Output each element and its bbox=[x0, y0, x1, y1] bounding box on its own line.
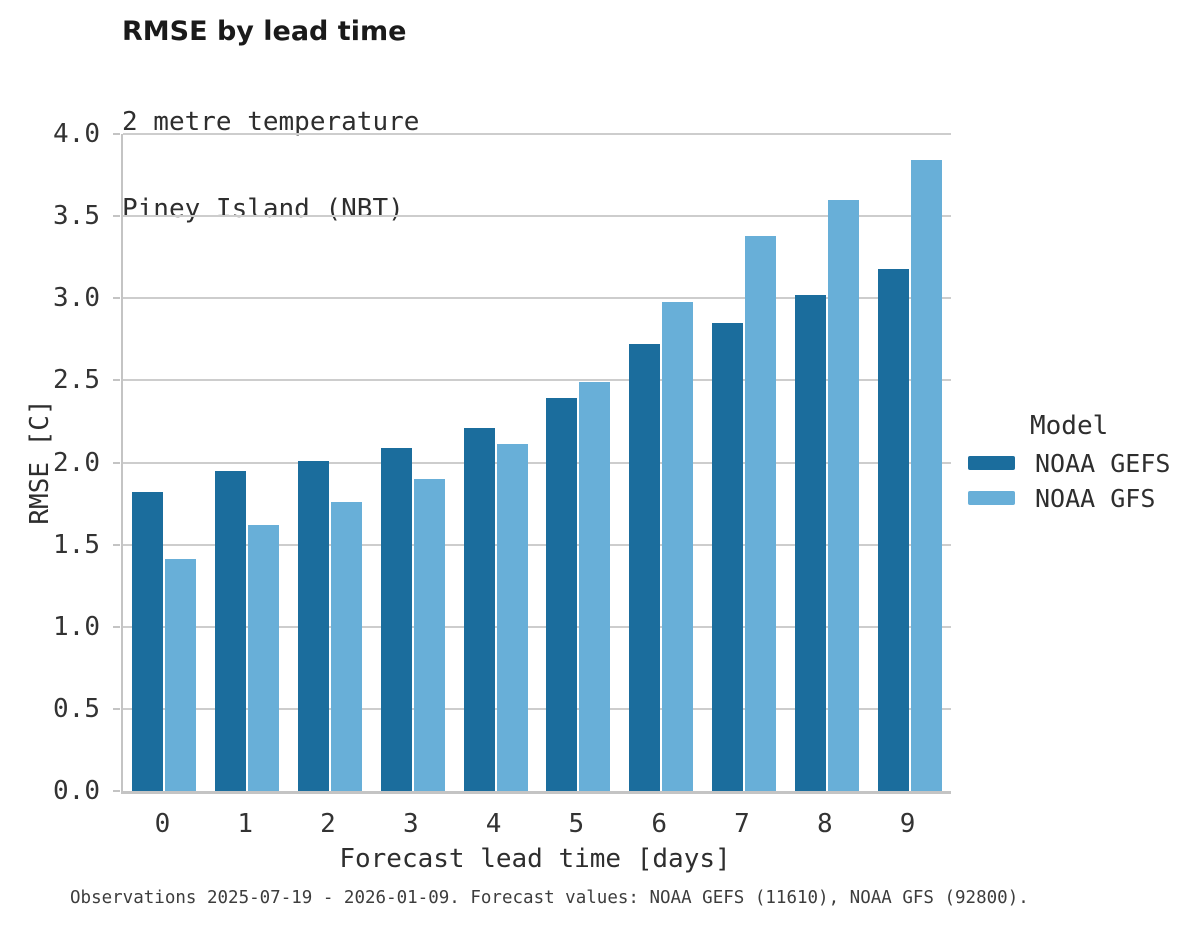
legend-swatch-noaa-gefs bbox=[968, 456, 1015, 470]
x-tick-label-0: 0 bbox=[154, 809, 171, 839]
gridline-1.0 bbox=[123, 625, 951, 628]
chart-title: RMSE by lead time bbox=[122, 16, 407, 47]
gridline-2.0 bbox=[123, 461, 951, 464]
bar-noaa-gfs-lead-2 bbox=[330, 501, 362, 791]
bar-noaa-gefs-lead-5 bbox=[546, 398, 578, 791]
gridline-0.5 bbox=[123, 707, 951, 710]
x-tick-label-6: 6 bbox=[651, 809, 667, 839]
y-tick-label-2.5: 2.5 bbox=[53, 365, 100, 396]
gridline-1.5 bbox=[123, 543, 951, 546]
bar-noaa-gefs-lead-7 bbox=[711, 322, 743, 791]
bar-group-lead-5 bbox=[537, 134, 620, 791]
y-tick-mark-3.0 bbox=[113, 297, 120, 300]
plot-area bbox=[121, 133, 951, 794]
bar-noaa-gfs-lead-6 bbox=[662, 301, 694, 791]
y-tick-mark-1.5 bbox=[113, 543, 120, 546]
y-tick-mark-3.5 bbox=[113, 215, 120, 218]
y-tick-mark-0.0 bbox=[113, 790, 120, 792]
bar-noaa-gefs-lead-8 bbox=[794, 294, 826, 791]
legend-label-noaa-gfs: NOAA GFS bbox=[1035, 483, 1156, 513]
y-tick-mark-1.0 bbox=[113, 625, 120, 628]
legend-label-noaa-gefs: NOAA GEFS bbox=[1035, 448, 1171, 478]
y-tick-label-3.0: 3.0 bbox=[53, 283, 100, 314]
bar-noaa-gfs-lead-1 bbox=[248, 524, 280, 791]
x-tick-label-9: 9 bbox=[899, 809, 916, 839]
x-tick-label-8: 8 bbox=[816, 809, 833, 839]
bar-group-lead-1 bbox=[206, 134, 289, 791]
bar-noaa-gefs-lead-0 bbox=[132, 492, 164, 791]
bar-group-lead-4 bbox=[454, 134, 537, 791]
bar-noaa-gfs-lead-8 bbox=[827, 199, 859, 791]
y-tick-label-1.0: 1.0 bbox=[53, 611, 100, 642]
x-tick-label-7: 7 bbox=[734, 809, 750, 839]
subtitle-line-2: Piney Island (NBT) bbox=[122, 194, 404, 224]
bar-noaa-gefs-lead-4 bbox=[463, 428, 495, 791]
x-tick-label-1: 1 bbox=[237, 809, 254, 839]
caption-text: Observations 2025-07-19 - 2026-01-09. Fo… bbox=[70, 888, 1029, 908]
bar-noaa-gfs-lead-9 bbox=[910, 160, 942, 791]
x-axis-ticks: 0 1 2 3 4 5 6 7 8 9 bbox=[121, 810, 949, 838]
x-tick-label-3: 3 bbox=[402, 809, 419, 839]
gridline-3.0 bbox=[123, 297, 951, 300]
bar-group-lead-3 bbox=[371, 134, 454, 791]
y-tick-label-1.5: 1.5 bbox=[53, 529, 100, 560]
y-tick-mark-4.0 bbox=[113, 133, 120, 135]
x-tick-label-5: 5 bbox=[568, 809, 585, 839]
x-axis-label: Forecast lead time [days] bbox=[339, 844, 731, 874]
legend-item-noaa-gefs: NOAA GEFS bbox=[968, 448, 1171, 478]
y-tick-label-2.0: 2.0 bbox=[53, 447, 100, 478]
y-tick-label-0.0: 0.0 bbox=[53, 776, 100, 806]
bar-noaa-gfs-lead-0 bbox=[165, 559, 197, 791]
bar-group-lead-0 bbox=[123, 134, 206, 791]
y-tick-label-4.0: 4.0 bbox=[53, 119, 100, 149]
bar-group-lead-8 bbox=[785, 134, 868, 791]
y-tick-label-0.5: 0.5 bbox=[53, 693, 100, 724]
bar-group-lead-7 bbox=[703, 134, 786, 791]
bar-noaa-gefs-lead-2 bbox=[297, 460, 329, 791]
bar-group-lead-9 bbox=[868, 134, 951, 791]
gridline-3.5 bbox=[123, 215, 951, 218]
bar-noaa-gefs-lead-1 bbox=[215, 470, 247, 791]
y-tick-label-3.5: 3.5 bbox=[53, 201, 100, 232]
y-tick-mark-0.5 bbox=[113, 707, 120, 710]
legend-swatch-noaa-gfs bbox=[968, 491, 1015, 505]
bar-group-lead-2 bbox=[289, 134, 372, 791]
gridline-2.5 bbox=[123, 379, 951, 382]
bar-noaa-gfs-lead-4 bbox=[496, 444, 528, 791]
legend-title: Model bbox=[1030, 411, 1109, 441]
chart-subtitle: 2 metre temperature Piney Island (NBT) bbox=[122, 50, 419, 282]
legend-rows: NOAA GEFS NOAA GFS bbox=[968, 448, 1171, 513]
bar-series-container bbox=[123, 134, 951, 791]
y-tick-mark-2.5 bbox=[113, 379, 120, 382]
y-tick-mark-2.0 bbox=[113, 461, 120, 464]
x-tick-label-4: 4 bbox=[485, 809, 502, 839]
bar-noaa-gfs-lead-3 bbox=[413, 478, 445, 791]
legend-item-noaa-gfs: NOAA GFS bbox=[968, 483, 1170, 513]
bar-noaa-gefs-lead-9 bbox=[877, 268, 909, 791]
gridline-4.0 bbox=[123, 133, 951, 135]
bar-noaa-gefs-lead-3 bbox=[380, 447, 412, 791]
legend: Model NOAA GEFS NOAA GFS bbox=[968, 411, 1171, 513]
bar-group-lead-6 bbox=[620, 134, 703, 791]
x-tick-label-2: 2 bbox=[320, 809, 336, 839]
bar-noaa-gefs-lead-6 bbox=[629, 344, 661, 791]
bar-noaa-gfs-lead-5 bbox=[579, 382, 611, 791]
subtitle-line-1: 2 metre temperature bbox=[122, 107, 420, 137]
bar-noaa-gfs-lead-7 bbox=[744, 235, 776, 791]
